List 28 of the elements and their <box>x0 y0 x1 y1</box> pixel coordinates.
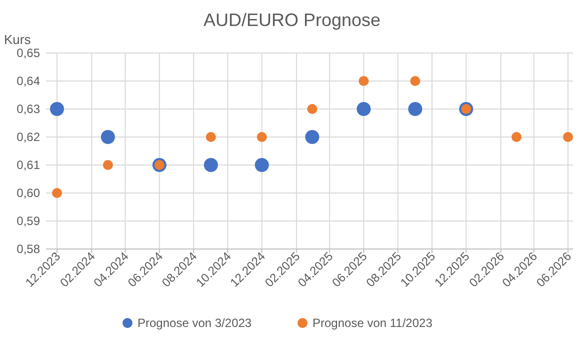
y-tick-label: 0,59 <box>16 214 40 228</box>
y-tick-label: 0,65 <box>16 46 40 60</box>
y-tick-label: 0,58 <box>16 242 40 256</box>
legend-label: Prognose von 11/2023 <box>312 316 433 330</box>
point <box>50 102 64 116</box>
point <box>305 130 320 144</box>
point <box>358 76 369 86</box>
y-tick-label: 0,61 <box>16 158 40 172</box>
point <box>206 132 216 142</box>
chart-title: AUD/EURO Prognose <box>203 10 381 30</box>
point <box>356 102 371 116</box>
point <box>204 158 218 172</box>
legend-label: Prognose von 3/2023 <box>138 316 252 330</box>
y-tick-label: 0,62 <box>16 130 40 144</box>
point <box>100 130 115 144</box>
y-tick-label: 0,64 <box>16 74 40 88</box>
point <box>307 104 318 114</box>
y-tick-label: 0,63 <box>16 102 40 116</box>
point <box>563 132 573 142</box>
point <box>254 158 269 172</box>
point <box>256 132 267 142</box>
point <box>408 102 422 116</box>
point <box>102 160 113 170</box>
point <box>52 188 62 198</box>
y-tick-label: 0,60 <box>16 186 40 200</box>
y-axis-title: Kurs <box>4 32 32 47</box>
point <box>410 76 420 86</box>
point <box>512 132 522 142</box>
